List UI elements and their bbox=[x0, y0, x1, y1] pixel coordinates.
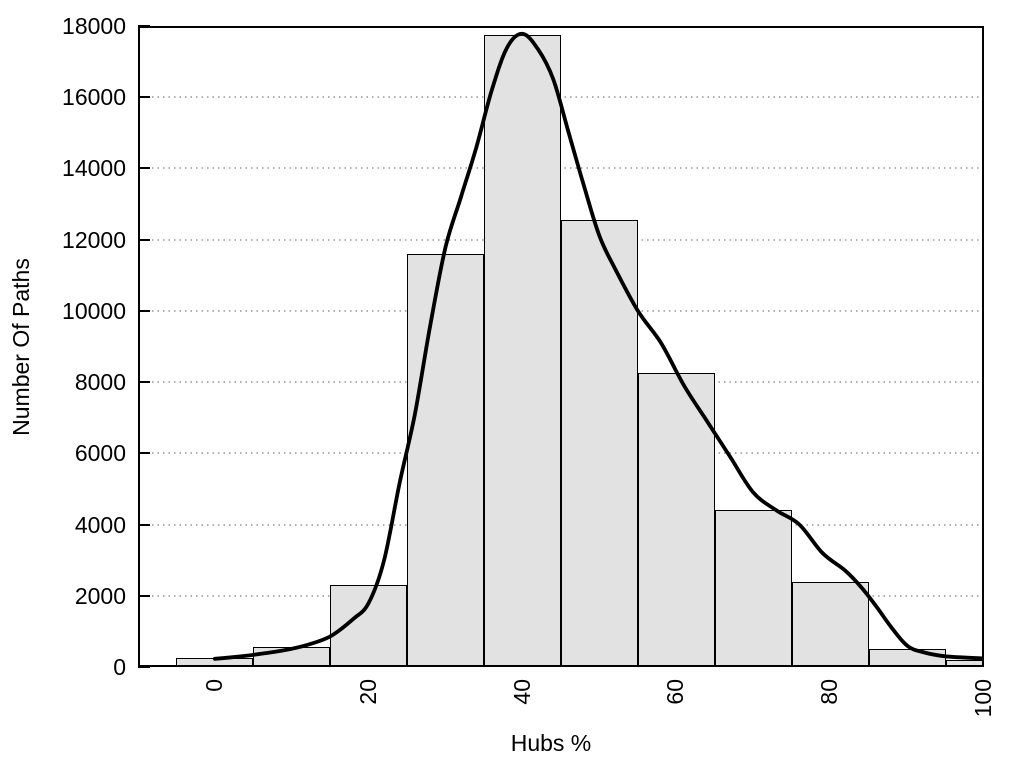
histogram-bar bbox=[637, 373, 715, 667]
y-tick-label: 10000 bbox=[62, 297, 126, 324]
x-axis-title: Hubs % bbox=[510, 730, 592, 756]
plot-area bbox=[138, 25, 984, 668]
histogram-bar bbox=[330, 585, 408, 667]
x-tick-label: 40 bbox=[508, 679, 535, 705]
y-tick-label: 16000 bbox=[62, 84, 126, 111]
y-tick-mark bbox=[138, 594, 150, 597]
x-tick-label: 20 bbox=[354, 679, 381, 705]
y-tick-mark bbox=[138, 167, 150, 170]
y-tick-label: 8000 bbox=[74, 369, 126, 396]
y-axis-title: Number Of Paths bbox=[8, 258, 34, 436]
grid-line bbox=[152, 96, 984, 99]
x-tick-label: 60 bbox=[662, 679, 689, 705]
histogram-bar bbox=[176, 658, 254, 667]
y-tick-mark bbox=[138, 25, 150, 27]
grid-line bbox=[152, 167, 984, 170]
y-tick-mark bbox=[138, 452, 150, 455]
histogram-bar bbox=[868, 649, 946, 667]
y-tick-label: 6000 bbox=[74, 440, 126, 467]
histogram-bar bbox=[714, 510, 792, 667]
y-tick-mark bbox=[138, 666, 150, 668]
histogram-bar bbox=[791, 581, 869, 667]
x-tick-label: 0 bbox=[200, 679, 227, 692]
histogram-bar bbox=[407, 253, 485, 667]
histogram-bar bbox=[945, 659, 984, 667]
x-tick-label: 100 bbox=[970, 679, 996, 718]
y-tick-label: 14000 bbox=[62, 155, 126, 182]
y-tick-label: 18000 bbox=[62, 13, 126, 39]
y-tick-mark bbox=[138, 523, 150, 526]
y-tick-label: 12000 bbox=[62, 226, 126, 253]
y-tick-mark bbox=[138, 238, 150, 241]
x-tick-label: 80 bbox=[816, 679, 843, 705]
y-tick-label: 4000 bbox=[74, 511, 126, 538]
histogram-bar bbox=[561, 220, 638, 667]
y-tick-mark bbox=[138, 381, 150, 384]
y-tick-mark bbox=[138, 309, 150, 312]
y-tick-mark bbox=[138, 96, 150, 99]
histogram-bar bbox=[484, 34, 561, 667]
y-tick-label: 2000 bbox=[74, 582, 126, 609]
histogram-bar bbox=[253, 647, 331, 667]
y-tick-label: 0 bbox=[113, 654, 126, 680]
